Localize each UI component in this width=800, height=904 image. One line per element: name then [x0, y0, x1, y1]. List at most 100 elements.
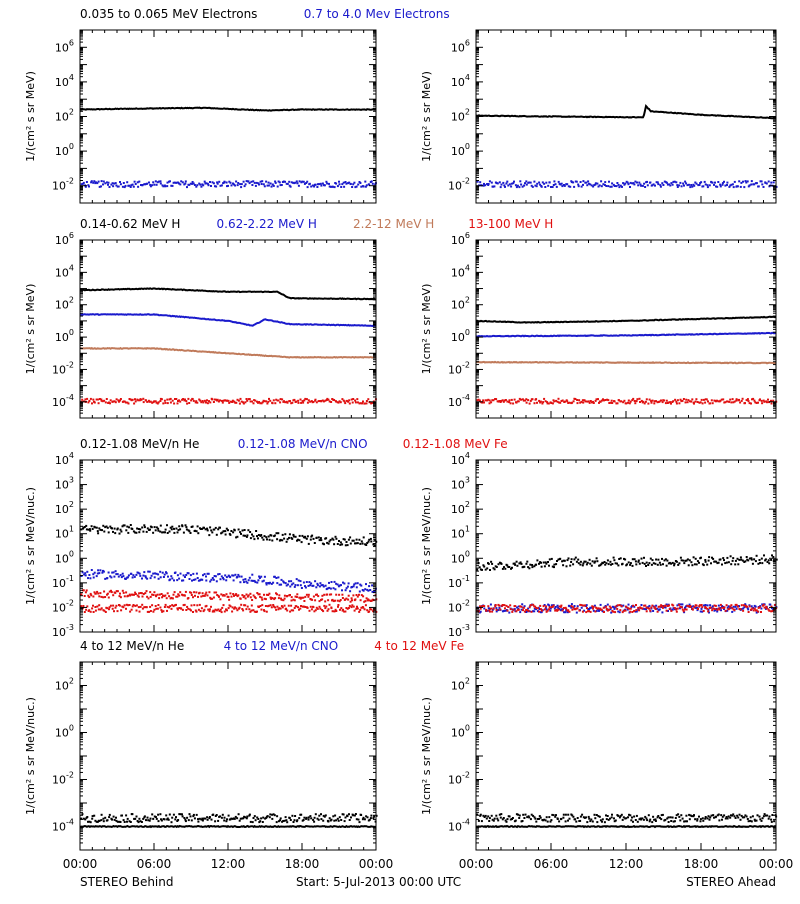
data-point [125, 185, 127, 187]
data-point [84, 572, 86, 574]
data-point [106, 577, 108, 579]
data-point [239, 403, 241, 405]
data-point [185, 524, 187, 526]
data-point [729, 399, 731, 401]
data-point [541, 186, 543, 188]
data-point [86, 571, 88, 573]
data-point [247, 606, 249, 608]
data-point [581, 814, 583, 816]
data-point [294, 586, 296, 588]
data-point [504, 607, 506, 609]
data-point [313, 821, 315, 823]
data-point [115, 401, 117, 403]
data-point [277, 532, 279, 534]
series-line [80, 288, 376, 299]
data-point [732, 557, 734, 559]
data-point [109, 402, 111, 404]
data-point [225, 579, 227, 581]
data-point [628, 183, 630, 185]
data-point [326, 594, 328, 596]
data-point [131, 813, 133, 815]
data-point [353, 606, 355, 608]
data-point [269, 816, 271, 818]
data-point [284, 605, 286, 607]
data-point [169, 814, 171, 816]
data-point [166, 524, 168, 526]
data-point [508, 566, 510, 568]
data-point [508, 612, 510, 614]
data-point [108, 608, 110, 610]
data-point [582, 402, 584, 404]
data-point [286, 610, 288, 612]
data-point [227, 185, 229, 187]
data-point [120, 183, 122, 185]
data-point [134, 818, 136, 820]
data-point [335, 538, 337, 540]
data-point [337, 543, 339, 545]
data-point [122, 606, 124, 608]
data-point [127, 595, 129, 597]
data-point [267, 815, 269, 817]
data-point [556, 186, 558, 188]
data-point [520, 184, 522, 186]
data-point [128, 403, 130, 405]
data-point [689, 559, 691, 561]
data-point [488, 820, 490, 822]
data-point [763, 401, 765, 403]
data-point [104, 596, 106, 598]
data-point [591, 565, 593, 567]
data-point [579, 820, 581, 822]
data-point [575, 821, 577, 823]
data-point [256, 611, 258, 613]
data-point [359, 543, 361, 545]
data-point [261, 597, 263, 599]
data-point [156, 818, 158, 820]
data-point [585, 816, 587, 818]
data-point [307, 535, 309, 537]
data-point [342, 597, 344, 599]
data-point [541, 610, 543, 612]
data-point [543, 183, 545, 185]
data-point [565, 611, 567, 613]
data-point [272, 582, 274, 584]
data-point [731, 611, 733, 613]
data-point [504, 568, 506, 570]
data-point [145, 819, 147, 821]
data-point [172, 400, 174, 402]
y-tick-label: 104 [451, 451, 470, 467]
data-point [221, 607, 223, 609]
data-point [643, 183, 645, 185]
data-point [547, 821, 549, 823]
data-point [219, 573, 221, 575]
data-point [175, 528, 177, 530]
data-point [88, 574, 90, 576]
series-black [476, 317, 776, 323]
data-point [330, 588, 332, 590]
data-point [309, 610, 311, 612]
data-point [193, 604, 195, 606]
data-point [342, 609, 344, 611]
data-point [712, 182, 714, 184]
data-point [640, 185, 642, 187]
legend-entry: 4 to 12 MeV/n He [80, 639, 184, 653]
data-point [687, 401, 689, 403]
data-point [364, 818, 366, 820]
data-point [138, 818, 140, 820]
data-point [239, 607, 241, 609]
data-point [152, 818, 154, 820]
data-point [335, 183, 337, 185]
data-point [119, 593, 121, 595]
data-point [503, 817, 505, 819]
data-point [758, 185, 760, 187]
data-point [279, 181, 281, 183]
data-point [159, 571, 161, 573]
data-point [269, 539, 271, 541]
data-point [655, 608, 657, 610]
data-point [201, 818, 203, 820]
data-point [290, 580, 292, 582]
data-point [167, 532, 169, 534]
data-point [533, 181, 535, 183]
data-point [477, 181, 479, 183]
data-point [505, 183, 507, 185]
